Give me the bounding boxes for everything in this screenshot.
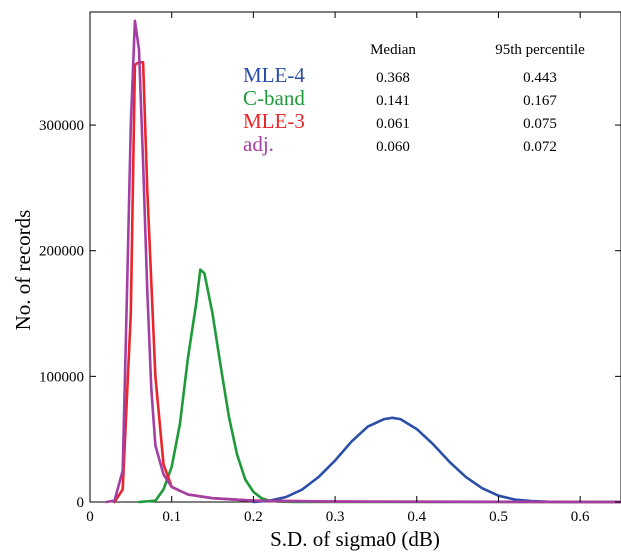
legend-median-value: 0.060 [376,139,410,155]
series-line-mle-4 [252,416,621,504]
legend-header-median: Median [370,42,416,58]
legend-label: adj. [243,132,274,156]
legend-p95-value: 0.443 [523,70,557,86]
legend-label: MLE-4 [243,63,305,87]
x-tick-label: 0.3 [326,509,345,525]
x-tick-label: 0.2 [244,509,263,525]
legend-median-value: 0.141 [376,93,410,109]
x-tick-label: 0.4 [407,509,426,525]
legend-median-value: 0.061 [376,116,410,132]
y-tick-label: 100000 [39,369,84,385]
legend-rows: MLE-4 0.368 0.443 C-band 0.141 0.167 MLE-3 0.06… [243,63,557,156]
x-tick-label: 0.1 [162,509,181,525]
axis-layer: 0 0.1 0.2 0.3 0.4 0.5 0.6 0 100000 200000 300000 [39,12,621,525]
legend-table: Median 95th percentile MLE-4 0.368 0.443 C-… [243,42,585,156]
y-tick-label: 200000 [39,244,84,260]
y-tick-label: 0 [77,495,85,511]
legend-p95-value: 0.167 [523,93,557,109]
legend-median-value: 0.368 [376,70,410,86]
legend-p95-value: 0.072 [523,139,557,155]
series-line-c-band [137,268,621,504]
x-axis-label: S.D. of sigma0 (dB) [270,527,440,551]
series-layer [105,19,621,504]
series-line-adj [105,19,621,504]
legend-label: C-band [243,86,305,110]
x-tick-label: 0 [86,509,94,525]
legend-p95-value: 0.075 [523,116,557,132]
legend-label: MLE-3 [243,109,305,133]
y-axis-label: No. of records [11,210,35,331]
x-tick-label: 0.6 [571,509,590,525]
x-tick-label: 0.5 [489,509,508,525]
legend-header-p95: 95th percentile [495,42,585,58]
y-tick-label: 300000 [39,118,84,134]
